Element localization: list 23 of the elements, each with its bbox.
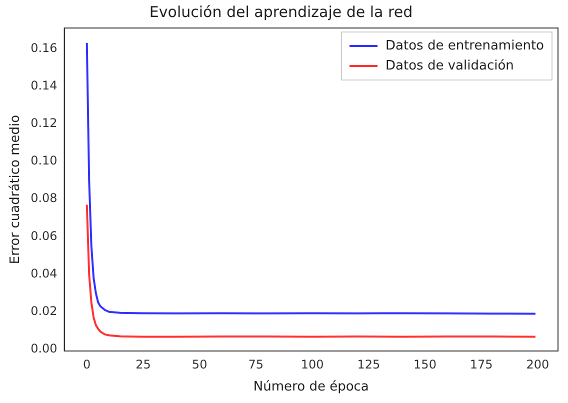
- y-tick-label: 0.06: [30, 228, 58, 243]
- y-tick-label: 0.00: [30, 342, 58, 356]
- x-tick-label: 0: [83, 357, 91, 372]
- y-tick-label: 0.04: [30, 266, 58, 280]
- y-tick-label: 0.12: [30, 116, 58, 130]
- legend-label: Datos de entrenamiento: [386, 38, 544, 54]
- x-tick-label: 75: [248, 357, 264, 372]
- y-tick-label: 0.08: [30, 191, 58, 206]
- y-tick-label: 0.10: [30, 154, 58, 168]
- chart-title: Evolución del aprendizaje de la red: [149, 2, 413, 21]
- x-tick-label: 175: [470, 357, 493, 372]
- y-axis-title: Error cuadrático medio: [8, 114, 24, 264]
- x-tick-label: 150: [414, 357, 436, 372]
- x-tick-label: 25: [136, 357, 151, 372]
- y-tick-label: 0.02: [30, 304, 58, 318]
- x-tick-label: 200: [526, 357, 550, 372]
- x-axis-title: Número de época: [253, 380, 369, 395]
- y-tick-label: 0.14: [30, 78, 58, 92]
- x-tick-label: 100: [300, 357, 324, 372]
- x-tick-label: 50: [192, 357, 208, 372]
- y-tick-label: 0.16: [30, 40, 58, 55]
- legend-label: Datos de validación: [386, 58, 514, 74]
- x-tick-label: 125: [357, 357, 380, 372]
